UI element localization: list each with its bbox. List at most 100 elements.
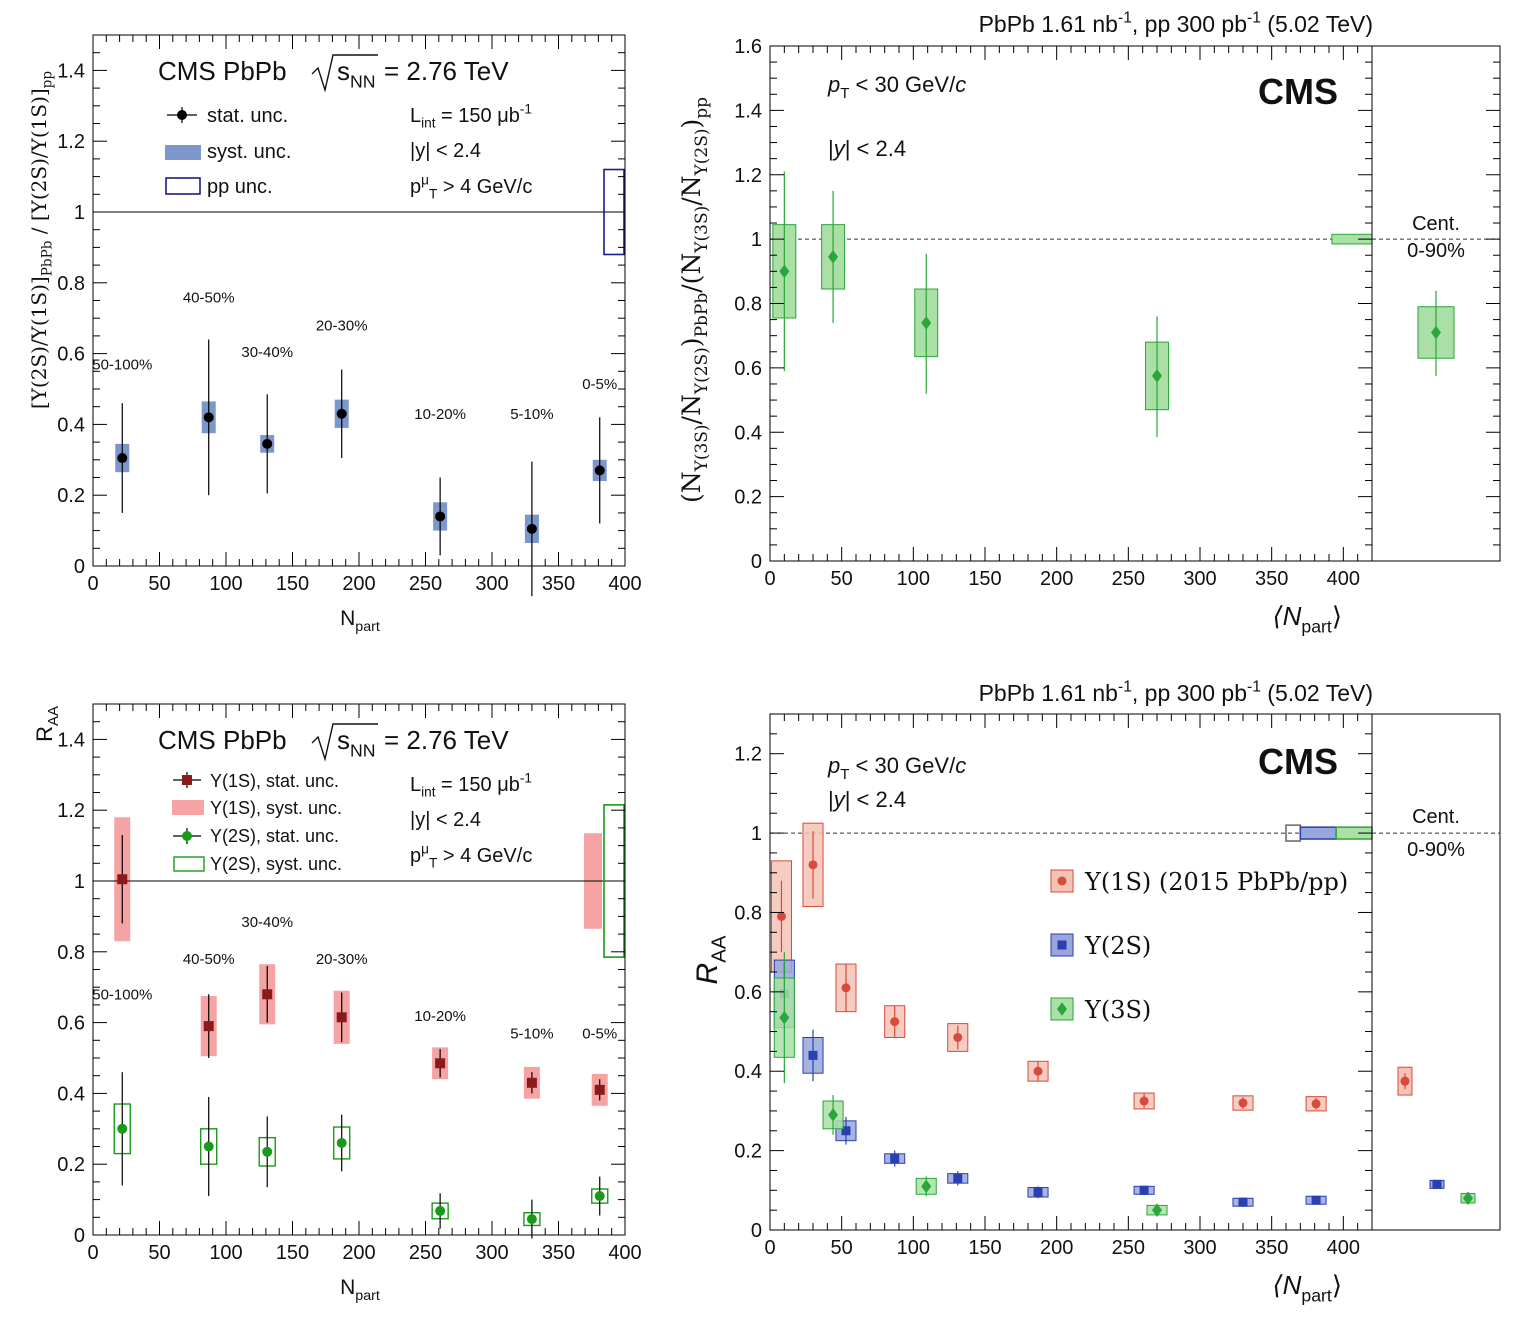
text-part: part bbox=[1301, 1285, 1332, 1305]
legend-label: Υ(2S) bbox=[1084, 932, 1151, 960]
text-part: ⟨N bbox=[1272, 601, 1301, 631]
x-tick-label: 350 bbox=[542, 573, 575, 595]
text-part: p bbox=[410, 176, 421, 198]
text-part: CMS bbox=[1258, 71, 1338, 112]
text-part: 50 bbox=[148, 573, 170, 595]
text-part: c bbox=[955, 72, 966, 97]
legend-red-swatch bbox=[172, 800, 204, 815]
data-point bbox=[117, 874, 128, 885]
text-part: T bbox=[840, 766, 849, 783]
text-part: 300 bbox=[475, 1242, 508, 1264]
y-tick-label: 0.2 bbox=[57, 485, 85, 507]
text-part: 1 bbox=[751, 823, 762, 845]
data-point bbox=[808, 860, 818, 870]
text-part: N bbox=[340, 607, 355, 630]
text-part: /N bbox=[677, 175, 706, 205]
text-part: |y| < 2.4 bbox=[410, 140, 481, 162]
text-part: Υ(1S) (2015 PbPb/pp) bbox=[1084, 868, 1348, 896]
text-part: T bbox=[429, 187, 437, 202]
pt-cut-text: pμ​T​ > 4 GeV/c bbox=[410, 173, 532, 202]
text-part: 0 bbox=[751, 1220, 762, 1242]
text-part: 400 bbox=[1327, 1237, 1360, 1259]
text-part: 200 bbox=[1040, 568, 1073, 590]
y-tick-label: 0.6 bbox=[57, 344, 85, 366]
text-part: 1.2 bbox=[57, 131, 85, 153]
text-part: | < 2.4 bbox=[845, 787, 906, 812]
text-part: 0 bbox=[87, 573, 98, 595]
data-point bbox=[779, 1010, 790, 1025]
data-point bbox=[953, 1032, 963, 1042]
chart-top-right: 0 50 100 150 200 250 300 350 400 0 0.2 0.4 0.6 0.8 1 1.… bbox=[677, 9, 1501, 636]
y-tick-label: 1 bbox=[74, 202, 85, 224]
text-part: 0 bbox=[751, 551, 762, 573]
data-point bbox=[262, 1146, 273, 1157]
x-tick-label: 50 bbox=[148, 573, 170, 595]
data-point bbox=[921, 316, 932, 330]
chart-bottom-right: 0 50 100 150 200 250 300 350 400 0 0.2 0.4 0.6 0.8 1 1.… bbox=[691, 678, 1501, 1305]
y-tick-label: 0.6 bbox=[734, 982, 762, 1004]
x-tick-label: 150 bbox=[968, 568, 1001, 590]
text-part: 40-50% bbox=[183, 289, 235, 306]
text-part: Υ(3S) bbox=[1084, 996, 1151, 1024]
x-tick-label: 200 bbox=[1040, 568, 1073, 590]
legend-label: Υ(2S), stat. unc. bbox=[210, 826, 339, 846]
global-unc-box bbox=[1299, 826, 1337, 840]
rapidity-text: |y| < 2.4 bbox=[828, 787, 906, 812]
text-part: y bbox=[832, 136, 847, 161]
text-part: 0-90% bbox=[1407, 839, 1465, 861]
text-part: stat. unc. bbox=[207, 105, 288, 127]
x-tick-label: 100 bbox=[897, 1237, 930, 1259]
text-part: 1 bbox=[74, 871, 85, 893]
integrated-frame bbox=[1371, 713, 1501, 1231]
text-part: PbPb bbox=[40, 240, 56, 276]
x-tick-label: 150 bbox=[276, 573, 309, 595]
x-tick-label: 200 bbox=[342, 1242, 375, 1264]
rapidity-text: |y| < 2.4 bbox=[410, 809, 481, 831]
text-part: Υ(2S) bbox=[692, 128, 712, 176]
data-point bbox=[336, 408, 347, 419]
x-tick-label: 350 bbox=[1255, 568, 1288, 590]
x-axis-title: ⟨Npart​⟩ bbox=[1272, 1270, 1342, 1305]
x-tick-label: 300 bbox=[1183, 568, 1216, 590]
sqrt-sign bbox=[311, 723, 378, 762]
text-part: 10-20% bbox=[414, 406, 466, 423]
x-tick-label: 350 bbox=[542, 1242, 575, 1264]
text-part: | < 2.4 bbox=[845, 136, 906, 161]
text-part: int bbox=[421, 785, 436, 800]
y-tick-label: 1 bbox=[74, 871, 85, 893]
x-tick-label: 200 bbox=[1040, 1237, 1073, 1259]
x-tick-label: 50 bbox=[831, 1237, 853, 1259]
pt-cut-text: pT​ < 30 GeV/c bbox=[827, 753, 966, 783]
data-point bbox=[1238, 1197, 1248, 1207]
text-part: 20-30% bbox=[316, 951, 368, 968]
text-part: s bbox=[337, 56, 350, 86]
data-point bbox=[1238, 1098, 1248, 1108]
y-tick-label: 1.2 bbox=[734, 744, 762, 766]
text-part: -1 bbox=[1118, 678, 1132, 695]
y-axis-title: (NΥ(3S)​/NΥ(2S)​)PbPb​/(NΥ(3S)​/NΥ(2S)​)… bbox=[677, 97, 712, 503]
text-part: c bbox=[955, 753, 966, 778]
text-part: 250 bbox=[409, 573, 442, 595]
text-part: 150 bbox=[968, 1237, 1001, 1259]
text-part: 1 bbox=[74, 202, 85, 224]
text-part: Υ(3S) bbox=[692, 424, 712, 472]
text-part: ⟨N bbox=[1272, 1270, 1301, 1300]
legend-label: syst. unc. bbox=[207, 141, 291, 163]
text-part: N bbox=[340, 1276, 355, 1299]
y-tick-label: 0.2 bbox=[734, 487, 762, 509]
data-point bbox=[526, 1077, 537, 1088]
text-part: (5.02 TeV) bbox=[1261, 680, 1373, 706]
text-part: Υ(1S), syst. unc. bbox=[210, 798, 342, 818]
text-part: / bbox=[677, 284, 706, 293]
header-text: CMS PbPb bbox=[158, 56, 287, 86]
y-tick-label: 1.2 bbox=[57, 800, 85, 822]
legend-label: Υ(1S) (2015 PbPb/pp) bbox=[1084, 868, 1348, 896]
text-part: 5-10% bbox=[510, 1026, 553, 1043]
data-point bbox=[1400, 1076, 1410, 1086]
text-part: 350 bbox=[542, 573, 575, 595]
text-part: 50 bbox=[148, 1242, 170, 1264]
text-part: 30-40% bbox=[241, 344, 293, 361]
x-tick-label: 100 bbox=[209, 573, 242, 595]
text-part: part bbox=[355, 1288, 380, 1304]
